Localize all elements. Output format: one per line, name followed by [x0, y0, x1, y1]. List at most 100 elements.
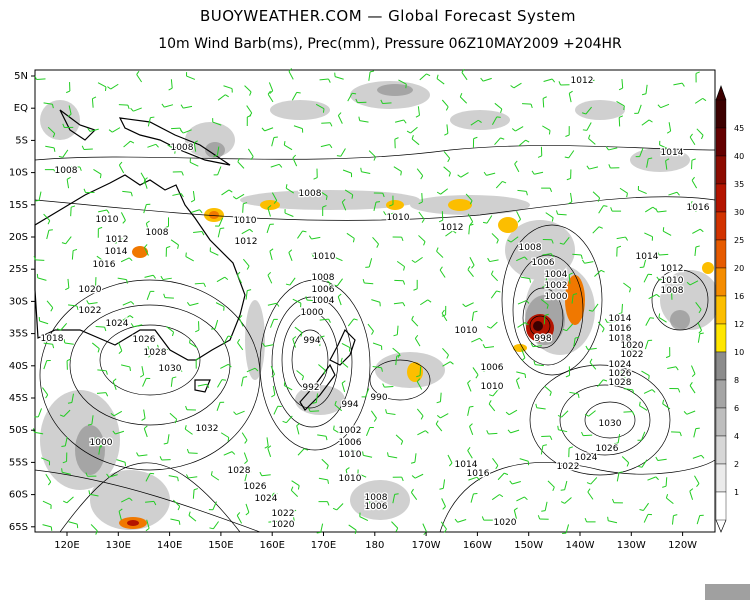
wind-barb-feather [480, 77, 484, 82]
wind-barb [347, 93, 353, 102]
wind-barb [442, 361, 451, 367]
wind-barb [93, 169, 102, 175]
wind-barb [133, 107, 142, 112]
lat-label: 25S [9, 264, 28, 275]
wind-barb-feather [601, 328, 605, 333]
isobar-label: 1028 [144, 348, 167, 358]
wind-barb [162, 277, 172, 281]
wind-barb-feather [447, 158, 451, 163]
wind-barb-feather [410, 488, 414, 493]
wind-barb [618, 369, 626, 376]
wind-barb-feather [586, 165, 590, 170]
wind-barb-feather [112, 430, 116, 435]
wind-barb [319, 337, 322, 347]
wind-barb [587, 491, 594, 500]
wind-barb-feather [326, 465, 329, 470]
wind-barb-feather [586, 482, 591, 485]
wind-barb [391, 521, 399, 529]
wind-barb [108, 474, 118, 478]
wind-barb-feather [225, 94, 229, 98]
wind-barb-feather [47, 481, 52, 486]
wind-barb-feather [269, 248, 274, 252]
wind-barb-feather [152, 274, 156, 279]
wind-barb [490, 321, 498, 329]
wind-barb-feather [129, 315, 134, 319]
wind-barb-feather [524, 256, 528, 261]
wind-barb [420, 299, 429, 306]
colorbar-label: 6 [734, 404, 739, 413]
wind-barb-feather [62, 123, 65, 128]
wind-barb-feather [401, 476, 404, 482]
wind-barb [418, 211, 425, 220]
wind-barb-feather [387, 452, 389, 457]
wind-barb [365, 388, 370, 398]
wind-barb-feather [355, 98, 358, 103]
wind-barb [597, 379, 604, 388]
isobar-label: 1010 [455, 326, 478, 336]
isobar-label: 1002 [545, 281, 568, 291]
wind-barb [284, 144, 293, 151]
wind-barb-feather [436, 191, 441, 195]
wind-barb [264, 344, 274, 347]
colorbar-label: 40 [734, 152, 744, 161]
wind-barb [319, 318, 329, 321]
wind-barb [117, 277, 127, 281]
wind-barb [660, 103, 670, 109]
wind-barb [418, 235, 426, 242]
wind-barb [372, 342, 382, 347]
wind-barb-feather [504, 472, 509, 476]
wind-barb-feather [582, 129, 587, 131]
wind-barb [517, 189, 527, 192]
wind-barb-feather [486, 430, 489, 435]
wind-barb [643, 389, 653, 394]
wind-barb-feather [626, 462, 630, 467]
wind-barb-feather [500, 108, 503, 113]
wind-barb [192, 489, 195, 499]
wind-barb-feather [199, 209, 203, 214]
wind-barb-feather [227, 437, 230, 442]
wind-barb [168, 475, 178, 478]
wind-barb-feather [699, 332, 704, 335]
wind-barb [483, 365, 492, 372]
wind-barb-feather [157, 344, 160, 349]
wind-barb [568, 150, 575, 159]
wind-barb-feather [136, 452, 139, 457]
wind-barb-feather [72, 248, 78, 252]
wind-barb-feather [616, 245, 622, 249]
wind-barb [540, 298, 549, 306]
wind-barb [490, 290, 497, 299]
wind-barb [417, 106, 420, 116]
wind-barb-feather [245, 512, 250, 516]
wind-barb [337, 296, 342, 306]
wind-barb [212, 521, 219, 530]
wind-barb-feather [426, 73, 431, 77]
wind-barb-feather [581, 112, 587, 115]
wind-barb [341, 343, 351, 349]
isobar-label: 1012 [106, 235, 129, 245]
wind-barb-feather [332, 507, 337, 511]
wind-barb-feather [193, 488, 199, 491]
wind-barb-feather [608, 164, 611, 169]
wind-barb [188, 476, 198, 479]
wind-barb [467, 269, 474, 278]
wind-barb-feather [209, 527, 214, 530]
wind-barb [460, 172, 469, 178]
wind-barb [223, 335, 229, 345]
wind-barb [145, 500, 155, 503]
isobar-label: 1016 [609, 324, 632, 334]
wind-barb [321, 458, 329, 466]
wind-barb-feather [190, 199, 195, 203]
wind-barb [143, 247, 149, 256]
wind-barb-feather [358, 116, 361, 121]
isobar-label: 1010 [481, 382, 504, 392]
wind-barb-feather [441, 309, 445, 314]
wind-barb [657, 458, 667, 462]
wind-barb-feather [509, 480, 513, 485]
wind-barb [491, 233, 499, 241]
wind-barb [62, 149, 69, 158]
wind-barb-feather [467, 379, 471, 384]
wind-barb-feather [292, 336, 297, 340]
wind-barb-feather [589, 358, 593, 363]
wind-barb-feather [150, 116, 155, 119]
isobar-label: 992 [302, 383, 319, 393]
